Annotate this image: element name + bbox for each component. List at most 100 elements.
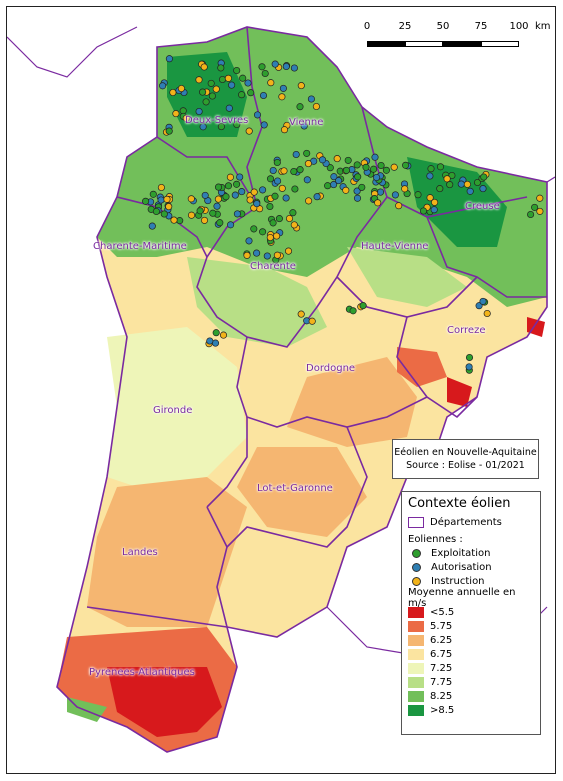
- turbine-point: [382, 166, 390, 174]
- turbine-points: [142, 55, 544, 374]
- turbine-point: [304, 160, 312, 168]
- turbine-point: [216, 219, 224, 227]
- label-deux-sevres: Deux-Sevres: [185, 115, 249, 126]
- status-label: Exploitation: [431, 547, 491, 559]
- wind-swatch: [408, 606, 424, 618]
- turbine-point: [443, 175, 451, 183]
- turbine-point: [250, 225, 258, 233]
- turbine-point: [448, 171, 456, 180]
- turbine-point: [324, 182, 332, 190]
- turbine-point: [431, 198, 439, 206]
- turbine-point: [480, 173, 488, 181]
- turbine-point: [374, 199, 382, 207]
- turbine-point: [247, 89, 255, 97]
- turbine-point: [246, 196, 254, 204]
- turbine-point: [202, 98, 210, 106]
- turbine-point: [219, 331, 228, 339]
- legend-wind-7: >8.5: [408, 703, 534, 717]
- zone-correze-red2: [447, 377, 472, 407]
- label-landes: Landes: [122, 547, 158, 558]
- turbine-point: [353, 194, 362, 202]
- scale-seg-1: [367, 41, 405, 47]
- wind-label: 7.75: [430, 676, 453, 688]
- turbine-point: [282, 62, 290, 71]
- turbine-point: [177, 84, 185, 93]
- turbine-point: [214, 183, 223, 191]
- source-line-2: Source : Eolise - 01/2021: [406, 460, 525, 471]
- turbine-point: [187, 211, 196, 219]
- turbine-point: [280, 167, 288, 175]
- turbine-point: [187, 195, 195, 203]
- turbine-point: [201, 191, 209, 199]
- turbine-point: [362, 163, 370, 171]
- legend-departments-label: Départements: [430, 516, 502, 528]
- turbine-point: [446, 181, 454, 189]
- turbine-point: [208, 92, 216, 100]
- turbine-point: [199, 88, 207, 96]
- turbine-point: [273, 232, 281, 240]
- turbine-point: [213, 202, 221, 210]
- turbine-point: [152, 207, 160, 216]
- turbine-point: [258, 63, 266, 71]
- turbine-point: [297, 82, 305, 90]
- wind-swatch: [408, 662, 424, 674]
- turbine-point: [253, 249, 261, 257]
- turbine-point: [280, 126, 289, 134]
- legend-wind-5: 7.75: [408, 675, 534, 689]
- border-deuxsevres-south: [156, 136, 258, 208]
- turbine-point: [233, 66, 241, 75]
- source-line-1: Eéolien en Nouvelle-Aquitaine: [394, 447, 537, 458]
- turbine-point: [358, 183, 366, 191]
- turbine-point: [370, 165, 378, 173]
- zone-correze-red: [397, 347, 447, 387]
- turbine-point: [426, 172, 434, 180]
- turbine-point: [238, 188, 246, 196]
- turbine-point: [473, 178, 482, 187]
- turbine-point: [148, 222, 156, 230]
- legend-eoliennes-heading: Eoliennes :: [408, 533, 463, 545]
- turbine-point: [297, 310, 305, 318]
- department-swatch: [408, 516, 424, 528]
- turbine-point: [206, 337, 214, 345]
- turbine-point: [271, 192, 279, 200]
- turbine-point: [376, 188, 385, 196]
- status-label: Instruction: [431, 575, 485, 587]
- zone-gironde-pale: [107, 327, 247, 487]
- status-dot: [412, 576, 421, 586]
- turbine-point: [243, 251, 251, 259]
- turbine-point: [402, 161, 410, 169]
- turbine-point: [303, 149, 311, 157]
- turbine-point: [465, 363, 473, 371]
- label-dordogne: Dordogne: [306, 363, 356, 374]
- turbine-point: [296, 103, 304, 111]
- wind-label: 6.25: [430, 634, 453, 646]
- turbine-point: [483, 309, 491, 318]
- wind-map: [7, 7, 555, 773]
- turbine-point: [292, 150, 300, 159]
- turbine-point: [266, 175, 275, 183]
- border-landes-south: [86, 606, 228, 628]
- turbine-point: [253, 200, 261, 208]
- scale-seg-2: [405, 41, 443, 47]
- zone-lot-orange: [237, 447, 367, 537]
- turbine-point: [227, 221, 235, 229]
- turbine-point: [269, 166, 277, 175]
- turbine-point: [419, 207, 428, 215]
- wind-swatch: [408, 620, 424, 632]
- label-charente: Charente: [250, 261, 296, 272]
- turbine-point: [238, 91, 246, 99]
- turbine-point: [290, 64, 298, 72]
- zone-pyrenees-red: [107, 667, 222, 737]
- turbine-point: [290, 221, 298, 229]
- label-lot-et-garonne: Lot-et-Garonne: [257, 483, 333, 494]
- turbine-point: [233, 210, 241, 218]
- turbine-point: [218, 75, 227, 84]
- turbine-point: [172, 110, 180, 118]
- turbine-point: [330, 173, 338, 181]
- label-charente-maritime: Charente-Maritime: [93, 241, 187, 252]
- turbine-point: [228, 81, 236, 89]
- label-gironde: Gironde: [153, 405, 193, 416]
- turbine-point: [354, 173, 362, 181]
- turbine-point: [159, 82, 167, 90]
- turbine-point: [274, 177, 282, 185]
